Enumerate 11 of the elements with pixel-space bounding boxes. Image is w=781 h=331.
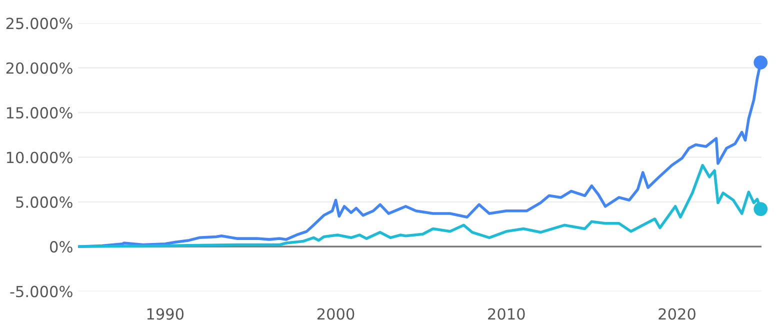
y-tick-label: 15.000%: [6, 107, 72, 119]
y-tick-label: 25.000%: [6, 18, 72, 30]
y-tick-label: 20.000%: [6, 62, 72, 74]
x-tick-label: 2020: [658, 308, 696, 320]
x-tick-label: 2010: [488, 308, 525, 320]
y-tick-label: 5.000%: [16, 196, 72, 208]
y-tick-label: -5.000%: [10, 286, 72, 298]
x-tick-label: 1990: [147, 308, 184, 320]
y-tick-label: 0%: [50, 241, 72, 253]
x-tick-label: 2000: [317, 308, 354, 320]
y-tick-label: 10.000%: [6, 152, 72, 164]
